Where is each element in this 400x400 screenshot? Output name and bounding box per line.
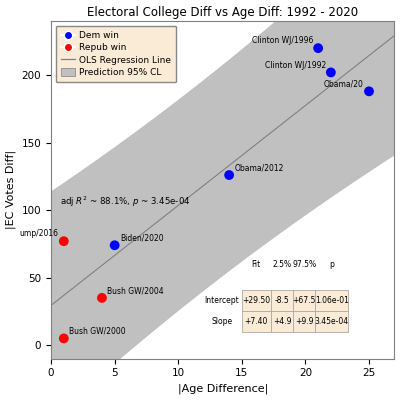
Text: Obama/2012: Obama/2012 [234, 163, 284, 172]
X-axis label: |Age Difference|: |Age Difference| [178, 384, 268, 394]
Text: 1.06e-01: 1.06e-01 [315, 296, 349, 305]
Text: ump/2016: ump/2016 [20, 230, 59, 238]
FancyBboxPatch shape [242, 311, 271, 332]
Text: +9.9: +9.9 [295, 317, 314, 326]
FancyBboxPatch shape [293, 311, 316, 332]
Text: +67.5: +67.5 [293, 296, 316, 305]
Text: -8.5: -8.5 [275, 296, 289, 305]
Point [99, 295, 105, 301]
Point [112, 242, 118, 248]
Text: p: p [329, 260, 334, 269]
Point [61, 238, 67, 244]
Text: Clinton WJ/1992: Clinton WJ/1992 [264, 61, 326, 70]
Text: Obama/20: Obama/20 [324, 80, 364, 89]
Text: Bush GW/2000: Bush GW/2000 [69, 327, 126, 336]
Text: +4.9: +4.9 [273, 317, 291, 326]
Point [226, 172, 232, 178]
Text: 2.5%: 2.5% [272, 260, 292, 269]
Title: Electoral College Diff vs Age Diff: 1992 - 2020: Electoral College Diff vs Age Diff: 1992… [87, 6, 358, 18]
Text: adj $R^2$ ~ 88.1%, $p$ ~ 3.45e-04: adj $R^2$ ~ 88.1%, $p$ ~ 3.45e-04 [60, 195, 190, 209]
Text: Intercept: Intercept [204, 296, 239, 305]
FancyBboxPatch shape [271, 311, 293, 332]
Y-axis label: |EC Votes Diff|: |EC Votes Diff| [6, 150, 16, 230]
Text: 3.45e-04: 3.45e-04 [315, 317, 349, 326]
FancyBboxPatch shape [242, 290, 271, 311]
FancyBboxPatch shape [316, 290, 348, 311]
Text: Fit: Fit [252, 260, 261, 269]
Text: Bush GW/2004: Bush GW/2004 [107, 286, 164, 295]
Text: +29.50: +29.50 [242, 296, 270, 305]
Text: Biden/2020: Biden/2020 [120, 234, 163, 242]
Legend: Dem win, Repub win, OLS Regression Line, Prediction 95% CL: Dem win, Repub win, OLS Regression Line,… [56, 26, 176, 82]
FancyBboxPatch shape [271, 290, 293, 311]
Point [61, 335, 67, 342]
Text: Clinton WJ/1996: Clinton WJ/1996 [252, 36, 313, 46]
Text: Slope: Slope [211, 317, 232, 326]
Point [366, 88, 372, 94]
FancyBboxPatch shape [293, 290, 316, 311]
Point [328, 69, 334, 76]
Text: 97.5%: 97.5% [292, 260, 316, 269]
FancyBboxPatch shape [316, 311, 348, 332]
Text: +7.40: +7.40 [244, 317, 268, 326]
Point [315, 45, 321, 51]
